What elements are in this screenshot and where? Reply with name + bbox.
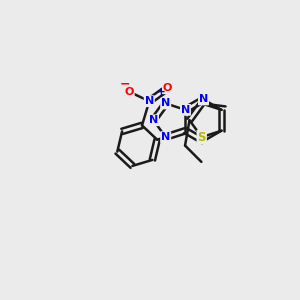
Text: O: O bbox=[163, 83, 172, 93]
Text: N: N bbox=[149, 115, 158, 125]
Text: N: N bbox=[145, 96, 154, 106]
Text: N: N bbox=[161, 132, 170, 142]
Text: N: N bbox=[181, 105, 190, 115]
Text: N: N bbox=[161, 98, 170, 108]
Text: S: S bbox=[197, 130, 206, 144]
Text: −: − bbox=[120, 77, 131, 90]
Text: +: + bbox=[157, 87, 166, 97]
Text: N: N bbox=[199, 94, 208, 104]
Text: O: O bbox=[124, 87, 134, 97]
